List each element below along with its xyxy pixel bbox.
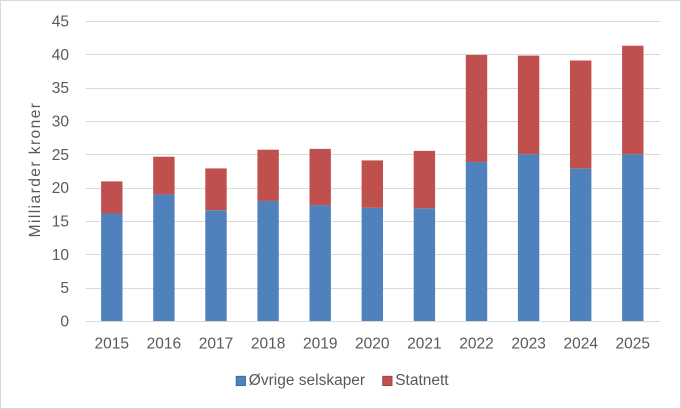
svg-text:2015: 2015 xyxy=(95,336,129,353)
svg-text:20: 20 xyxy=(52,180,70,197)
svg-text:40: 40 xyxy=(52,47,70,64)
svg-text:5: 5 xyxy=(60,280,69,297)
svg-text:2025: 2025 xyxy=(616,336,650,353)
svg-text:0: 0 xyxy=(60,314,69,331)
svg-text:2017: 2017 xyxy=(199,336,233,353)
svg-text:2020: 2020 xyxy=(355,336,390,353)
svg-text:2021: 2021 xyxy=(407,336,441,353)
svg-text:30: 30 xyxy=(52,114,70,131)
svg-text:2023: 2023 xyxy=(511,336,545,353)
svg-text:2018: 2018 xyxy=(251,336,285,353)
svg-text:Milliarder kroner: Milliarder kroner xyxy=(27,102,44,238)
svg-text:2022: 2022 xyxy=(459,336,493,353)
svg-text:Øvrige selskaper: Øvrige selskaper xyxy=(249,372,365,389)
svg-text:25: 25 xyxy=(52,147,69,164)
svg-text:15: 15 xyxy=(52,214,69,231)
svg-text:2016: 2016 xyxy=(147,336,181,353)
svg-text:2024: 2024 xyxy=(563,336,598,353)
svg-text:Statnett: Statnett xyxy=(395,372,449,389)
svg-text:45: 45 xyxy=(52,14,69,31)
svg-text:35: 35 xyxy=(52,80,69,97)
svg-text:2019: 2019 xyxy=(303,336,337,353)
svg-text:10: 10 xyxy=(52,247,70,264)
